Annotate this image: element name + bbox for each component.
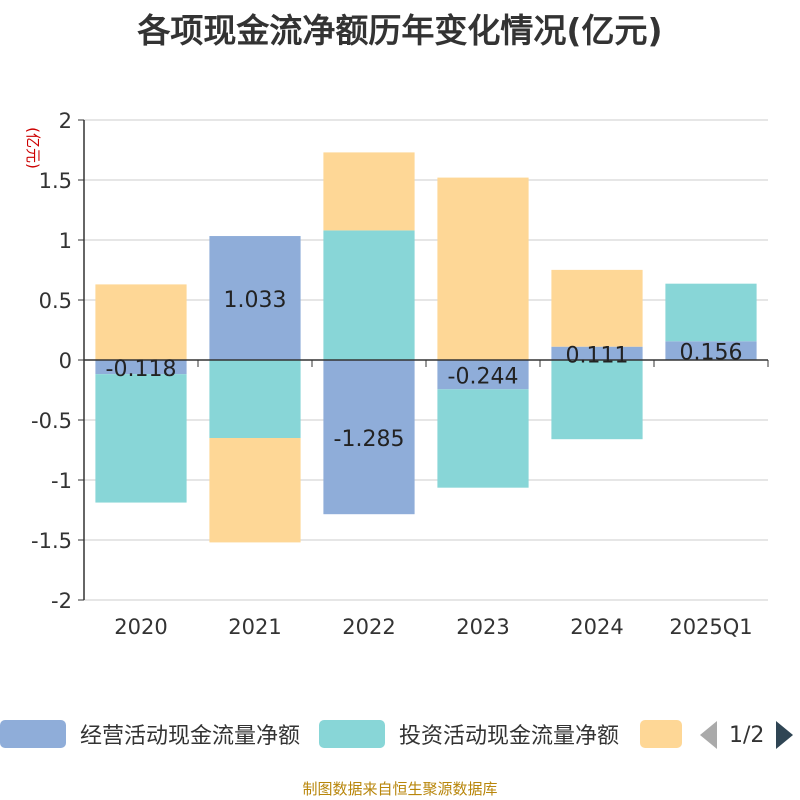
data-label-2024: 0.111 [566,343,629,368]
legend-prev-icon[interactable] [700,721,717,749]
bars [95,152,757,543]
bar-2023-series-2 [437,177,529,360]
data-label-2021: 1.033 [224,288,287,313]
chart-title: 各项现金流净额历年变化情况(亿元) [137,11,663,50]
data-label-2020: -0.118 [106,357,177,382]
legend-item-operating[interactable]: 经营活动现金流量净额 [0,716,300,752]
bar-2020-series-0 [95,360,187,375]
x-tick-label-2024: 2024 [570,615,623,639]
y-tick-label: 1 [59,229,72,253]
bar-2022-series-2 [323,152,415,231]
y-tick-label: -0.5 [31,409,72,433]
footer-source: 制图数据来自恒生聚源数据库 [302,780,498,798]
y-tick-label: -1.5 [31,529,72,553]
bar-2023-series-0 [437,360,529,390]
legend-page-indicator: 1/2 [729,722,765,748]
y-tick-label: 0.5 [39,289,72,313]
data-label-2023: -0.244 [448,365,519,390]
legend-label-operating: 经营活动现金流量净额 [80,724,301,749]
y-tick-label: 0 [59,349,72,373]
bar-2022-series-0 [323,360,415,515]
legend-pager: 1/2 [700,718,794,752]
x-tick-label-2023: 2023 [456,615,509,639]
legend-swatch-financing [640,720,682,748]
bar-2024-series-0 [551,346,643,360]
data-labels: -0.118 1.033 -1.285 -0.244 0.111 0.156 [106,288,743,452]
bar-2020-series-2 [95,284,187,360]
bar-2020-series-1 [95,374,187,503]
bar-2024-series-2 [551,269,643,347]
bar-2022-series-1 [323,230,415,360]
bar-2025Q1-series-0 [665,341,757,360]
bar-2024-series-1 [551,360,643,440]
bar-2021-series-2 [209,438,301,543]
x-tick-label-2021: 2021 [228,615,281,639]
legend-item-financing[interactable] [640,716,682,752]
bar-2021-series-1 [209,360,301,438]
legend-swatch-investing [319,720,385,748]
x-tick-label-2025Q1: 2025Q1 [669,615,752,639]
bar-2021-series-0 [209,236,301,360]
data-label-2025Q1: 0.156 [680,341,743,366]
axes: 2 1.5 1 0.5 0 -0.5 -1 -1.5 -2 2020 2021 2022 2023 202… [31,109,769,639]
legend-item-investing[interactable]: 投资活动现金流量净额 [319,716,619,752]
legend-label-investing: 投资活动现金流量净额 [399,724,620,749]
data-label-2022: -1.285 [334,427,405,452]
legend-next-icon[interactable] [776,721,794,749]
y-tick-label: 1.5 [39,169,72,193]
y-unit-label: (亿元) [24,127,42,169]
x-tick-label-2022: 2022 [342,615,395,639]
bar-2025Q1-series-1 [665,283,757,342]
y-tick-label: -2 [51,589,72,613]
y-tick-label: 2 [59,109,72,133]
grid-lines [84,119,768,601]
legend-swatch-operating [0,720,66,748]
x-tick-label-2020: 2020 [114,615,167,639]
y-tick-label: -1 [51,469,72,493]
bar-2023-series-1 [437,389,529,488]
